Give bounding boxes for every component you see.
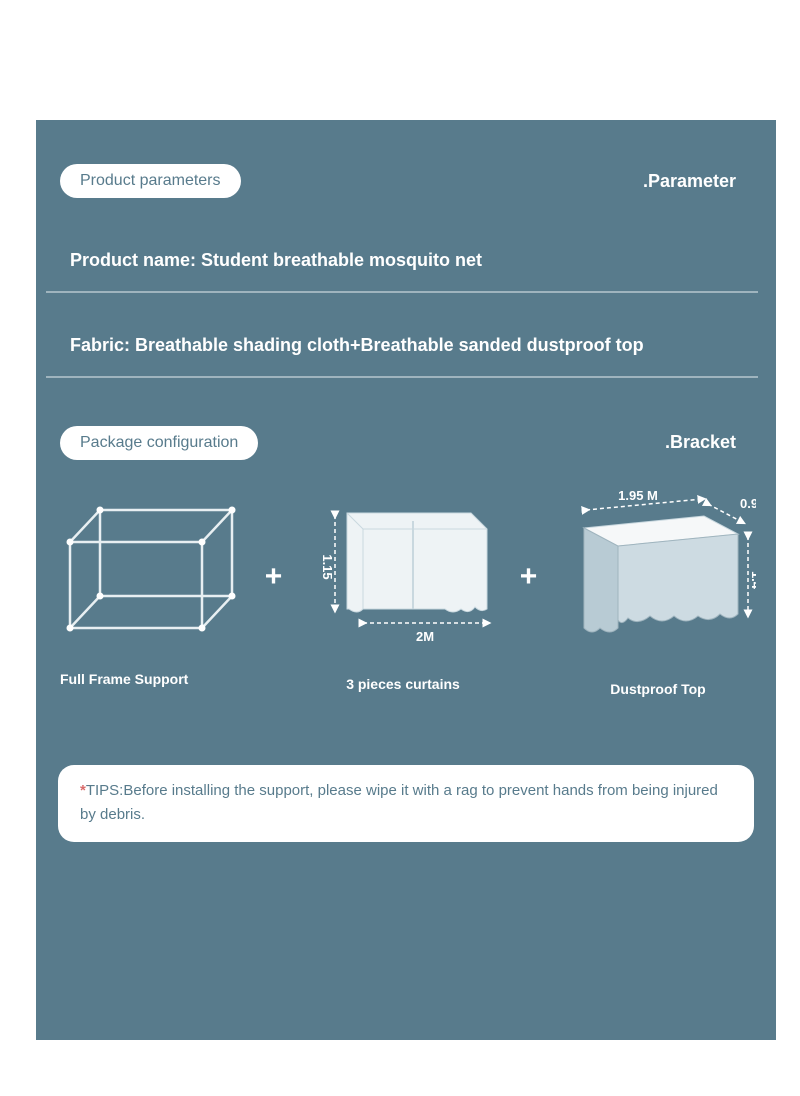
curtains-icon: 1.15 2M <box>301 493 501 653</box>
diagram-row: Full Frame Support + <box>36 460 776 707</box>
spec-row: Fabric: Breathable shading cloth+Breatha… <box>46 313 758 378</box>
section1-right-label: .Parameter <box>643 171 736 192</box>
section2-right-label: .Bracket <box>665 432 736 453</box>
frame-support-icon <box>56 498 246 648</box>
dustproof-top-icon: 1.95 M 0.9 1.4 <box>556 488 756 658</box>
diagram-label: Full Frame Support <box>56 671 246 687</box>
dim-height: 1.15 <box>320 554 335 579</box>
tips-text: TIPS:Before installing the support, plea… <box>80 782 718 824</box>
tips-box: *TIPS:Before installing the support, ple… <box>58 765 754 843</box>
plus-icon: + <box>259 560 289 594</box>
spec-text: Fabric: Breathable shading cloth+Breatha… <box>70 331 734 360</box>
dim-depth: 0.9 <box>740 496 756 511</box>
spec-text: Product name: Student breathable mosquit… <box>70 246 734 275</box>
dim-width: 2M <box>416 629 434 644</box>
dim-height2: 1.4 <box>749 571 756 590</box>
diagram-label: 3 pieces curtains <box>301 676 501 692</box>
spec-row: Product name: Student breathable mosquit… <box>46 228 758 293</box>
diagram-dustproof-top: 1.95 M 0.9 1.4 Dustproof Top <box>556 488 756 697</box>
diagram-curtains: 1.15 2M 3 pieces curtains <box>301 493 501 692</box>
dim-length: 1.95 M <box>618 488 658 503</box>
section1-pill: Product parameters <box>60 164 241 198</box>
section1-header: Product parameters .Parameter <box>36 164 776 198</box>
section2-pill: Package configuration <box>60 426 258 460</box>
diagram-label: Dustproof Top <box>556 681 756 697</box>
info-panel: Product parameters .Parameter Product na… <box>36 120 776 1040</box>
section2-header: Package configuration .Bracket <box>36 426 776 460</box>
plus-icon: + <box>514 560 544 594</box>
diagram-frame-support: Full Frame Support <box>56 498 246 687</box>
